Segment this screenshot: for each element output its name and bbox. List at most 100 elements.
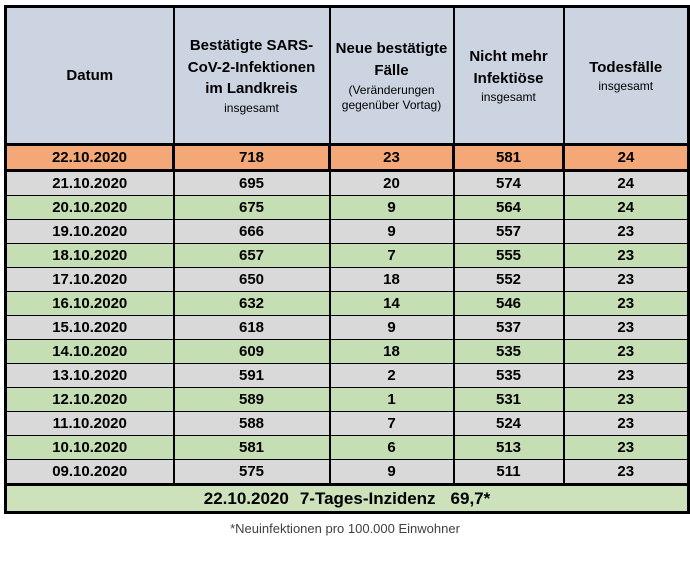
cell-deaths: 23 bbox=[562, 459, 689, 485]
cell-deaths: 23 bbox=[562, 243, 689, 268]
column-header-confirmed-total: Bestätigte SARS-CoV-2-Infektionen im Lan… bbox=[172, 6, 330, 145]
cell-deaths: 23 bbox=[562, 339, 689, 364]
column-header-no-longer-infectious: Nicht mehr Infektiöse insgesamt bbox=[452, 6, 564, 145]
cell-no-longer-infectious: 513 bbox=[452, 435, 564, 460]
incidence-cell: 22.10.2020 7-Tages-Inzidenz 69,7* bbox=[4, 483, 690, 514]
column-title: Todesfälle bbox=[589, 58, 663, 76]
report-container: Datum Bestätigte SARS-CoV-2-Infektionen … bbox=[4, 5, 690, 514]
incidence-label: 7-Tages-Inzidenz bbox=[299, 488, 436, 508]
cell-date: 19.10.2020 bbox=[5, 219, 174, 244]
cell-date: 17.10.2020 bbox=[5, 267, 174, 292]
cell-no-longer-infectious: 531 bbox=[452, 387, 564, 412]
cell-date: 16.10.2020 bbox=[5, 291, 174, 316]
table-body: 22.10.2020 718 23 581 24 21.10.2020 695 … bbox=[4, 143, 690, 485]
table-row: 19.10.2020 666 9 557 23 bbox=[5, 219, 689, 244]
cell-confirmed-total: 589 bbox=[172, 387, 330, 412]
table-row: 18.10.2020 657 7 555 23 bbox=[5, 243, 689, 268]
column-subtitle: (Veränderungen gegenüber Vortag) bbox=[341, 82, 442, 112]
cell-no-longer-infectious: 555 bbox=[452, 243, 564, 268]
cell-new-cases: 20 bbox=[328, 170, 454, 196]
cell-date: 12.10.2020 bbox=[5, 387, 174, 412]
cell-no-longer-infectious: 546 bbox=[452, 291, 564, 316]
cell-no-longer-infectious: 535 bbox=[452, 363, 564, 388]
table-footer: 22.10.2020 7-Tages-Inzidenz 69,7* bbox=[4, 483, 690, 514]
table-row: 21.10.2020 695 20 574 24 bbox=[5, 170, 689, 196]
cell-date: 22.10.2020 bbox=[4, 143, 175, 172]
cell-no-longer-infectious: 557 bbox=[452, 219, 564, 244]
cell-confirmed-total: 618 bbox=[172, 315, 330, 340]
column-title: Datum bbox=[66, 66, 114, 84]
table-row: 15.10.2020 618 9 537 23 bbox=[5, 315, 689, 340]
cell-no-longer-infectious: 574 bbox=[452, 170, 564, 196]
cell-deaths: 23 bbox=[562, 267, 689, 292]
cell-new-cases: 6 bbox=[328, 435, 454, 460]
column-title: Neue bestätigte Fälle bbox=[335, 40, 448, 79]
cell-date: 14.10.2020 bbox=[5, 339, 174, 364]
table-row: 16.10.2020 632 14 546 23 bbox=[5, 291, 689, 316]
cell-deaths: 24 bbox=[562, 195, 689, 220]
table-row: 09.10.2020 575 9 511 23 bbox=[5, 459, 689, 485]
cell-date: 11.10.2020 bbox=[5, 411, 174, 436]
table-row: 10.10.2020 581 6 513 23 bbox=[5, 435, 689, 460]
table-row: 12.10.2020 589 1 531 23 bbox=[5, 387, 689, 412]
cell-no-longer-infectious: 552 bbox=[452, 267, 564, 292]
cell-date: 20.10.2020 bbox=[5, 195, 174, 220]
cell-deaths: 23 bbox=[562, 363, 689, 388]
cell-confirmed-total: 575 bbox=[172, 459, 330, 485]
cell-confirmed-total: 588 bbox=[172, 411, 330, 436]
cell-new-cases: 18 bbox=[328, 339, 454, 364]
table-row: 13.10.2020 591 2 535 23 bbox=[5, 363, 689, 388]
covid-statistics-table: Datum Bestätigte SARS-CoV-2-Infektionen … bbox=[4, 5, 690, 514]
incidence-date: 22.10.2020 bbox=[203, 488, 289, 508]
table-row: 17.10.2020 650 18 552 23 bbox=[5, 267, 689, 292]
cell-date: 09.10.2020 bbox=[5, 459, 174, 485]
cell-date: 15.10.2020 bbox=[5, 315, 174, 340]
cell-new-cases: 9 bbox=[328, 195, 454, 220]
cell-confirmed-total: 718 bbox=[172, 143, 331, 172]
cell-no-longer-infectious: 535 bbox=[452, 339, 564, 364]
cell-deaths: 23 bbox=[562, 315, 689, 340]
cell-new-cases: 7 bbox=[328, 243, 454, 268]
cell-confirmed-total: 581 bbox=[172, 435, 330, 460]
cell-confirmed-total: 675 bbox=[172, 195, 330, 220]
cell-deaths: 23 bbox=[562, 435, 689, 460]
cell-confirmed-total: 591 bbox=[172, 363, 330, 388]
cell-date: 18.10.2020 bbox=[5, 243, 174, 268]
cell-new-cases: 2 bbox=[328, 363, 454, 388]
cell-no-longer-infectious: 511 bbox=[452, 459, 564, 485]
cell-no-longer-infectious: 581 bbox=[452, 143, 565, 172]
cell-deaths: 24 bbox=[562, 143, 690, 172]
cell-deaths: 23 bbox=[562, 387, 689, 412]
column-header-deaths: Todesfälle insgesamt bbox=[562, 6, 689, 145]
cell-deaths: 23 bbox=[562, 411, 689, 436]
cell-new-cases: 14 bbox=[328, 291, 454, 316]
column-title: Nicht mehr Infektiöse bbox=[469, 47, 548, 87]
table-row: 20.10.2020 675 9 564 24 bbox=[5, 195, 689, 220]
cell-confirmed-total: 666 bbox=[172, 219, 330, 244]
cell-confirmed-total: 632 bbox=[172, 291, 330, 316]
cell-new-cases: 9 bbox=[328, 219, 454, 244]
cell-confirmed-total: 650 bbox=[172, 267, 330, 292]
cell-date: 13.10.2020 bbox=[5, 363, 174, 388]
cell-date: 21.10.2020 bbox=[5, 170, 174, 196]
incidence-value: 69,7* bbox=[450, 488, 491, 508]
cell-new-cases: 1 bbox=[328, 387, 454, 412]
cell-confirmed-total: 609 bbox=[172, 339, 330, 364]
cell-new-cases: 23 bbox=[328, 143, 455, 172]
cell-confirmed-total: 657 bbox=[172, 243, 330, 268]
column-subtitle: insgesamt bbox=[598, 79, 654, 94]
table-header: Datum Bestätigte SARS-CoV-2-Infektionen … bbox=[5, 6, 689, 145]
cell-new-cases: 9 bbox=[328, 315, 454, 340]
incidence-row: 22.10.2020 7-Tages-Inzidenz 69,7* bbox=[4, 483, 690, 514]
table-row: 22.10.2020 718 23 581 24 bbox=[4, 143, 690, 172]
cell-new-cases: 18 bbox=[328, 267, 454, 292]
cell-confirmed-total: 695 bbox=[172, 170, 330, 196]
header-row: Datum Bestätigte SARS-CoV-2-Infektionen … bbox=[5, 6, 689, 145]
column-subtitle: insgesamt bbox=[481, 90, 536, 105]
column-title: Bestätigte SARS-CoV-2-Infektionen im Lan… bbox=[187, 36, 316, 98]
column-subtitle: insgesamt bbox=[224, 101, 279, 116]
cell-date: 10.10.2020 bbox=[5, 435, 174, 460]
table-row: 14.10.2020 609 18 535 23 bbox=[5, 339, 689, 364]
cell-no-longer-infectious: 524 bbox=[452, 411, 564, 436]
cell-new-cases: 7 bbox=[328, 411, 454, 436]
